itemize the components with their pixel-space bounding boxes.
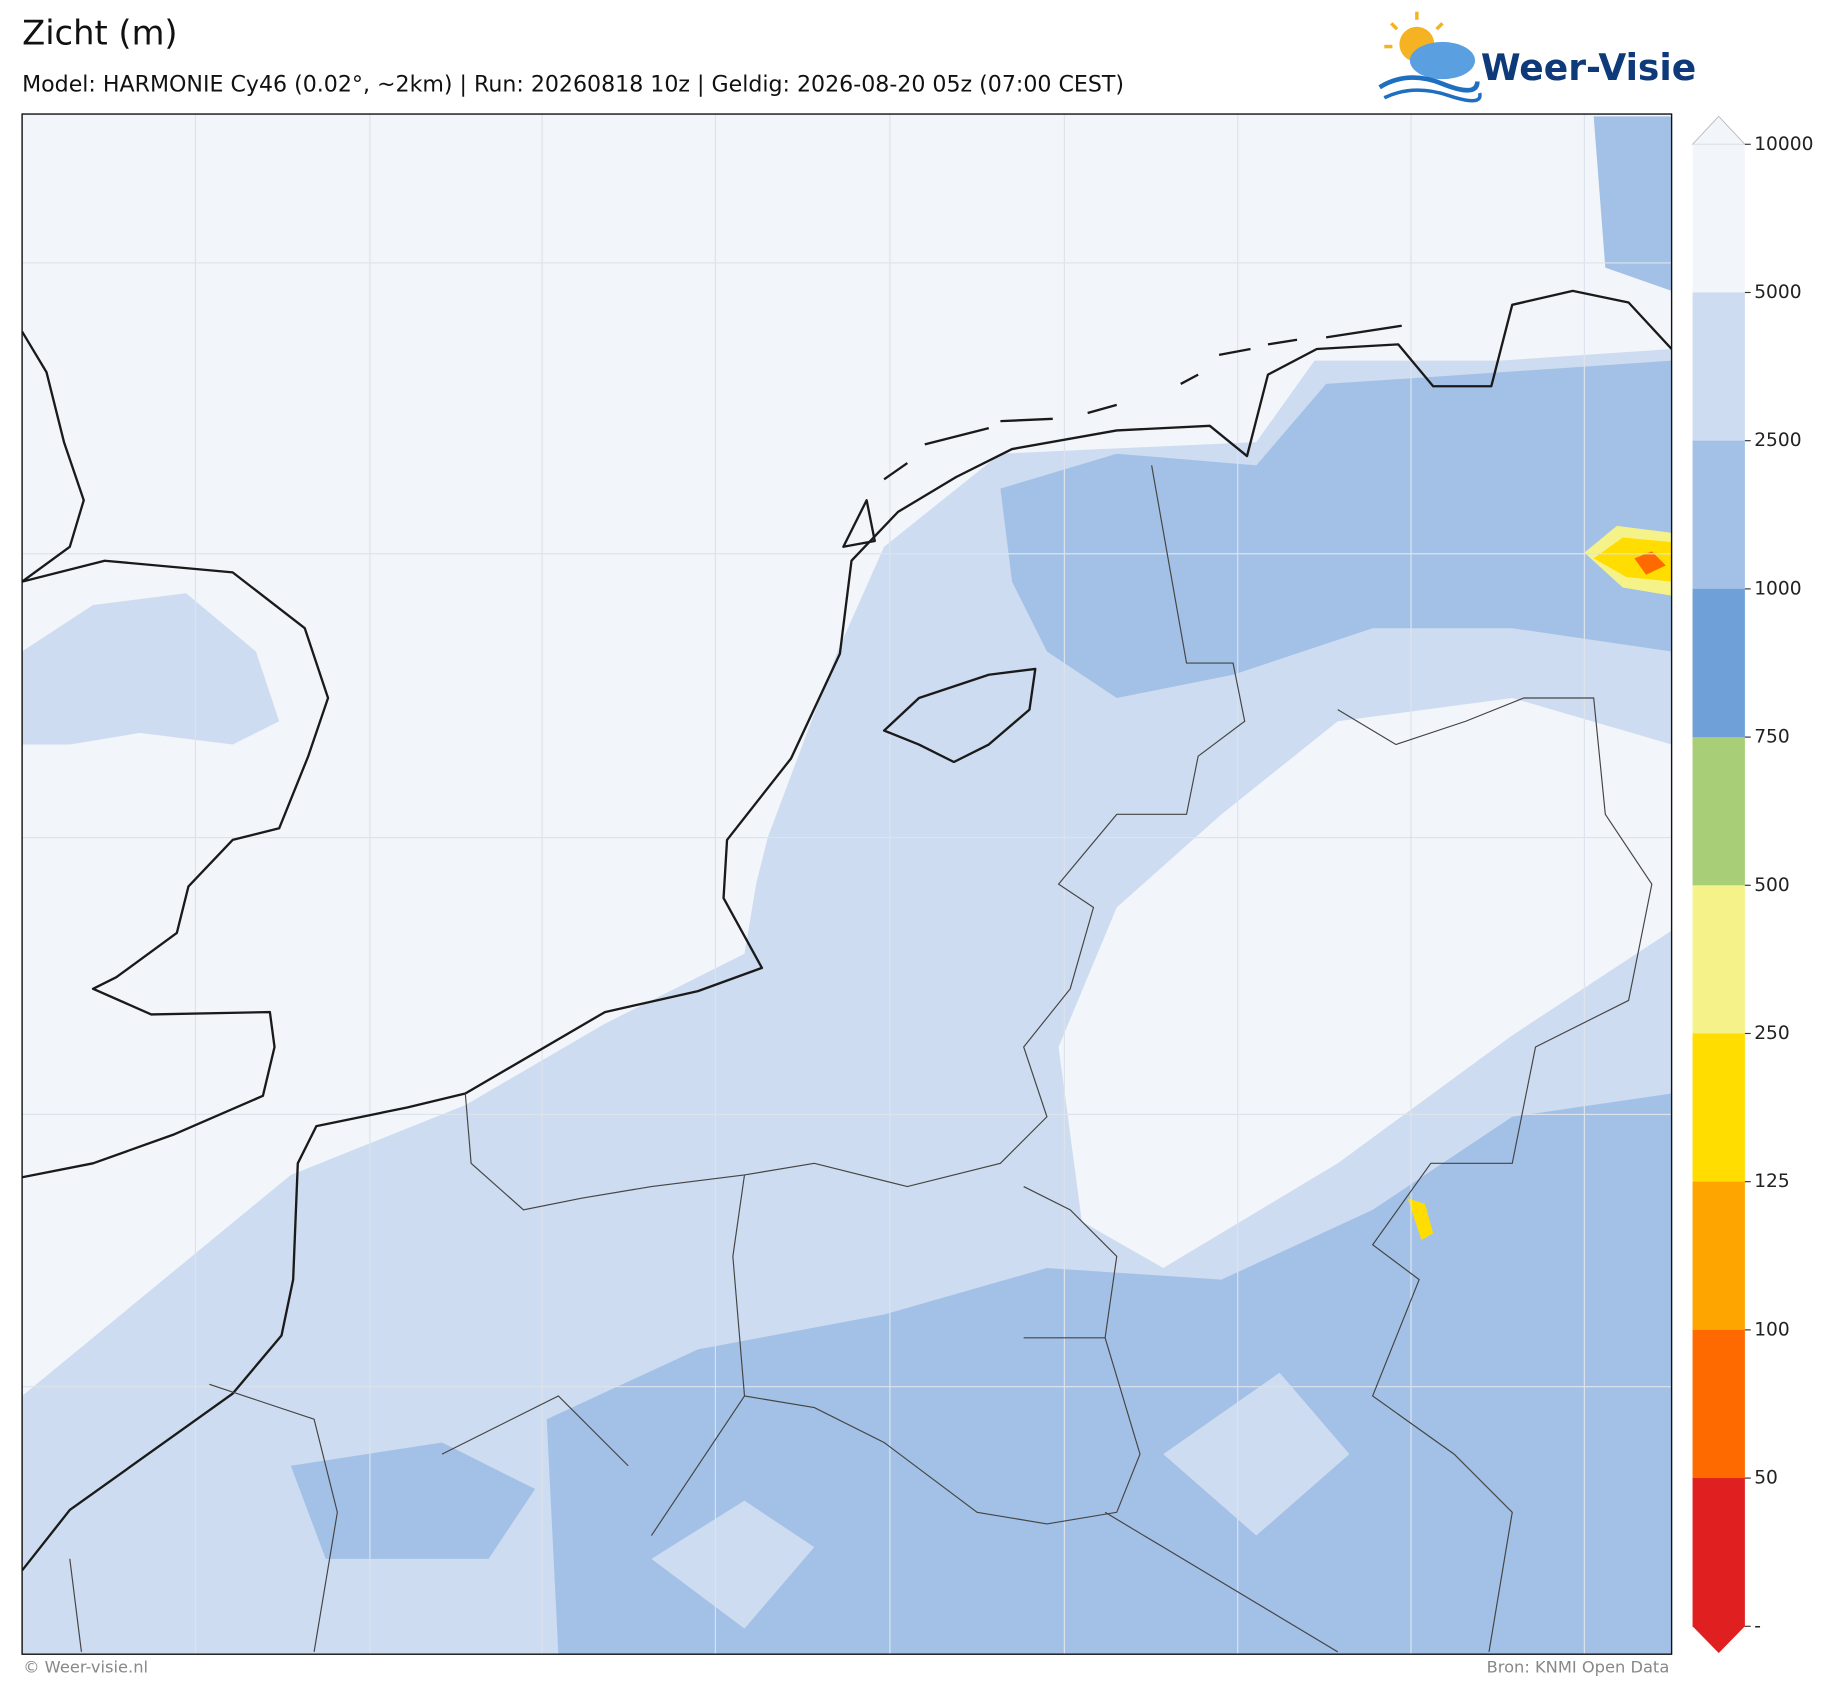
colorbar: 10000 5000 2500 1000 750 500 250 125 100 50 - (1691, 115, 1813, 1654)
colorbar-tick-label: 50 (1754, 1468, 1778, 1489)
title: Zicht (m) (22, 13, 177, 52)
colorbar-band (1692, 885, 1745, 1035)
colorbar-tick-label: 100 (1754, 1319, 1790, 1340)
colorbar-extension-bottom (1692, 1626, 1745, 1654)
map (21, 113, 1673, 1655)
footer-left: © Weer-visie.nl (23, 1658, 148, 1677)
colorbar-band (1692, 737, 1745, 886)
colorbar-band (1692, 1181, 1745, 1331)
colorbar-tick-label: - (1754, 1616, 1761, 1637)
colorbar-tick-label: 10000 (1754, 134, 1813, 155)
colorbar-tick-label: 750 (1754, 727, 1790, 748)
colorbar-band (1692, 1478, 1745, 1627)
colorbar-band (1692, 1033, 1745, 1183)
logo-text: Weer-Visie (1481, 47, 1696, 89)
colorbar-tick-label: 500 (1754, 875, 1790, 896)
colorbar-tick-label: 2500 (1754, 430, 1801, 451)
footer-right: Bron: KNMI Open Data (1487, 1658, 1670, 1677)
colorbar-band (1692, 440, 1745, 590)
colorbar-tick-label: 250 (1754, 1023, 1790, 1044)
colorbar-extension-top (1691, 115, 1746, 145)
logo: Weer-Visie (1378, 11, 1696, 103)
colorbar-band (1692, 292, 1745, 442)
subtitle: Model: HARMONIE Cy46 (0.02°, ~2km) | Run… (22, 71, 1124, 97)
colorbar-tick-label: 1000 (1754, 578, 1801, 599)
colorbar-tick-label: 5000 (1754, 282, 1801, 303)
colorbar-tick-label: 125 (1754, 1171, 1790, 1192)
colorbar-band (1692, 588, 1745, 738)
colorbar-band (1692, 144, 1745, 294)
colorbar-band (1692, 1329, 1745, 1479)
